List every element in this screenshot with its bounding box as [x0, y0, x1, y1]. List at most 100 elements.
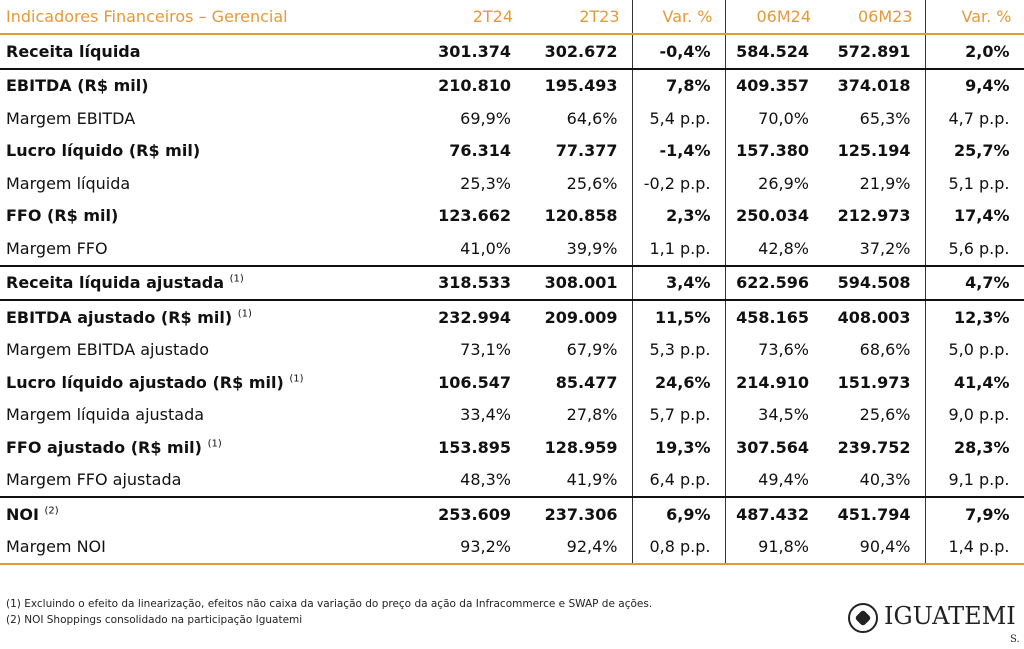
table-row: Margem FFO ajustada 48,3% 41,9% 6,4 p.p. 49,… [0, 463, 1024, 497]
table-row: FFO (R$ mil) 123.662 120.858 2,3% 250.034 212… [0, 199, 1024, 233]
value-cell: 26,9% [758, 173, 809, 193]
row-label: Lucro líquido ajustado (R$ mil) [6, 372, 284, 392]
value-cell: 19,3% [631, 431, 726, 464]
value-cell: 408.003 [823, 299, 925, 334]
value-cell: 5,1 p.p. [924, 167, 1024, 200]
footnote: (2) NOI Shoppings consolidado na partici… [6, 614, 303, 626]
value-cell: 128.959 [544, 437, 618, 457]
table-body: Receita líquida 301.374 302.672 -0,4% 584.52… [0, 34, 1024, 565]
value-cell: 90,4% [823, 530, 925, 565]
row-label-cell: Receita líquida ajustada (1) [0, 264, 430, 300]
row-label-cell: Margem NOI [0, 530, 430, 565]
value-cell: 9,4% [924, 67, 1024, 102]
row-label: EBITDA ajustado (R$ mil) [6, 307, 233, 327]
value-cell: 77.377 [555, 141, 618, 161]
value-cell: 302.672 [544, 41, 618, 61]
value-cell: -0,4% [631, 34, 726, 69]
row-label: Margem FFO [6, 238, 108, 258]
table-row: Margem EBITDA ajustado 73,1% 67,9% 5,3 p.p.… [0, 333, 1024, 366]
value-cell: -1,4% [631, 134, 726, 167]
row-label: Margem EBITDA ajustado [6, 340, 209, 360]
value-cell: 92,4% [525, 530, 632, 565]
value-cell: 308.001 [525, 264, 632, 300]
value-cell: 64,6% [566, 108, 618, 128]
value-cell: 239.752 [837, 437, 911, 457]
value-cell: 21,9% [859, 173, 911, 193]
value-cell: 24,6% [631, 366, 726, 399]
value-cell: 120.858 [544, 206, 618, 226]
row-label-cell: FFO ajustado (R$ mil) (1) [0, 431, 430, 464]
value-cell: 85.477 [555, 372, 618, 392]
value-cell: 5,0 p.p. [924, 333, 1024, 366]
footnote-ref: (1) [237, 308, 252, 320]
value-cell: 212.973 [837, 206, 911, 226]
value-cell: 451.794 [823, 496, 925, 531]
value-cell: 67,9% [566, 340, 618, 360]
value-cell: 253.609 [430, 496, 525, 531]
value-cell: 41,0% [460, 238, 511, 258]
value-cell: 69,9% [460, 108, 511, 128]
value-cell: 93,2% [430, 530, 525, 565]
value-cell: 17,4% [924, 199, 1024, 232]
value-cell: 318.533 [430, 264, 525, 300]
footnote-ref: (2) [44, 505, 59, 517]
logo-suffix: S. [1010, 634, 1020, 645]
value-cell: 73,1% [460, 340, 511, 360]
value-cell: 106.547 [438, 372, 511, 392]
value-cell: 3,4% [631, 264, 726, 300]
table-row: NOI (2) 253.609 237.306 6,9% 487.432 451.794 7… [0, 496, 1024, 531]
value-cell: 91,8% [725, 530, 823, 565]
table-row: Lucro líquido (R$ mil) 76.314 77.377 -1,4% 1… [0, 134, 1024, 167]
row-label-cell: EBITDA ajustado (R$ mil) (1) [0, 299, 430, 334]
value-cell: 6,9% [631, 496, 726, 531]
value-cell: 42,8% [758, 238, 809, 258]
table-row: Margem EBITDA 69,9% 64,6% 5,4 p.p. 70,0% 65,3… [0, 102, 1024, 135]
value-cell: 5,3 p.p. [631, 333, 726, 366]
row-label-cell: Margem FFO [0, 232, 430, 266]
row-label: Receita líquida [6, 41, 141, 61]
value-cell: 4,7% [924, 264, 1024, 300]
table-row: Receita líquida ajustada (1) 318.533 308.0… [0, 264, 1024, 300]
financial-table: Indicadores Financeiros – Gerencial 2T24 2… [0, 0, 1024, 565]
value-cell: 151.973 [837, 372, 911, 392]
value-cell: 487.432 [725, 496, 823, 531]
value-cell: 7,8% [631, 67, 726, 102]
value-cell: 307.564 [736, 437, 809, 457]
value-cell: 9,0 p.p. [924, 398, 1024, 431]
row-label: Margem FFO ajustada [6, 470, 182, 490]
row-label-cell: Margem líquida [0, 167, 430, 200]
value-cell: 301.374 [438, 41, 511, 61]
table-row: Receita líquida 301.374 302.672 -0,4% 584.52… [0, 34, 1024, 69]
value-cell: 27,8% [566, 405, 618, 425]
row-label-cell: Margem líquida ajustada [0, 399, 430, 432]
value-cell: 6,4 p.p. [631, 463, 726, 497]
value-cell: 250.034 [736, 206, 809, 226]
row-label-cell: EBITDA (R$ mil) [0, 67, 430, 102]
row-label-cell: FFO (R$ mil) [0, 200, 430, 233]
value-cell: 594.508 [823, 264, 925, 300]
value-cell: 65,3% [859, 108, 911, 128]
value-cell: 409.357 [725, 67, 823, 102]
footnote: (1) Excluindo o efeito da linearização, … [6, 598, 653, 610]
row-label-cell: NOI (2) [0, 496, 430, 531]
row-label: Margem líquida ajustada [6, 405, 205, 425]
value-cell: 25,7% [924, 134, 1024, 167]
header-cell: 2T23 [525, 0, 632, 35]
footnote-ref: (1) [229, 273, 244, 285]
table-row: Lucro líquido ajustado (R$ mil) (1) 106.5… [0, 366, 1024, 399]
value-cell: 237.306 [525, 496, 632, 531]
table-row: Margem FFO 41,0% 39,9% 1,1 p.p. 42,8% 37,2% 5,… [0, 232, 1024, 266]
value-cell: 123.662 [438, 206, 511, 226]
value-cell: 153.895 [438, 437, 511, 457]
table-row: Margem NOI 93,2% 92,4% 0,8 p.p. 91,8% 90,4% 1,… [0, 530, 1024, 565]
row-label: Margem NOI [6, 537, 106, 557]
value-cell: 25,6% [566, 173, 618, 193]
footnote-ref: (1) [289, 373, 304, 385]
value-cell: 33,4% [460, 405, 511, 425]
value-cell: 76.314 [449, 141, 511, 161]
value-cell: 374.018 [823, 67, 925, 102]
row-label: Receita líquida ajustada [6, 273, 225, 293]
value-cell: 210.810 [430, 67, 525, 102]
table-row: Margem líquida 25,3% 25,6% -0,2 p.p. 26,9% 21… [0, 167, 1024, 200]
